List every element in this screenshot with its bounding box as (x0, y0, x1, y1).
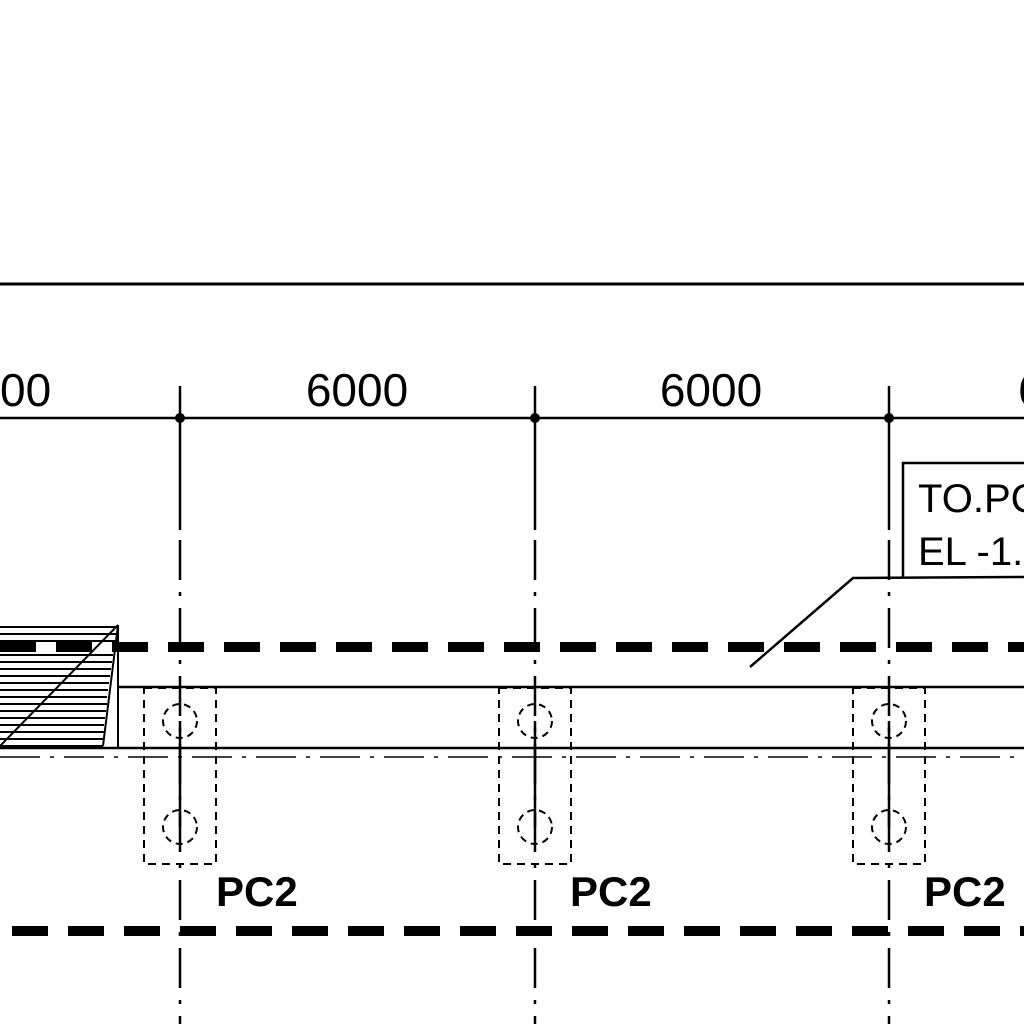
dimension-text-partial-left: 00 (0, 364, 51, 416)
dimension-text-span-2: 6000 (660, 364, 762, 416)
note-leader (749, 575, 1024, 668)
pile-cap (143, 687, 217, 865)
pile-cap (852, 687, 926, 865)
hatched-section (0, 624, 119, 748)
note-text-line1: TO.PC (918, 477, 1024, 521)
grid-axes-solid (178, 418, 891, 530)
pile-cap-tag: PC2 (924, 868, 1006, 915)
pile-cap-tag: PC2 (216, 868, 298, 915)
dimension-text-span-1: 6000 (306, 364, 408, 416)
pile-cap (498, 687, 572, 865)
note-box (901, 461, 1024, 578)
note-text-line2: EL -1.0 (918, 530, 1024, 574)
dimension-text-partial-right: 6 (1018, 364, 1024, 416)
pile-cap-tag: PC2 (570, 868, 652, 915)
